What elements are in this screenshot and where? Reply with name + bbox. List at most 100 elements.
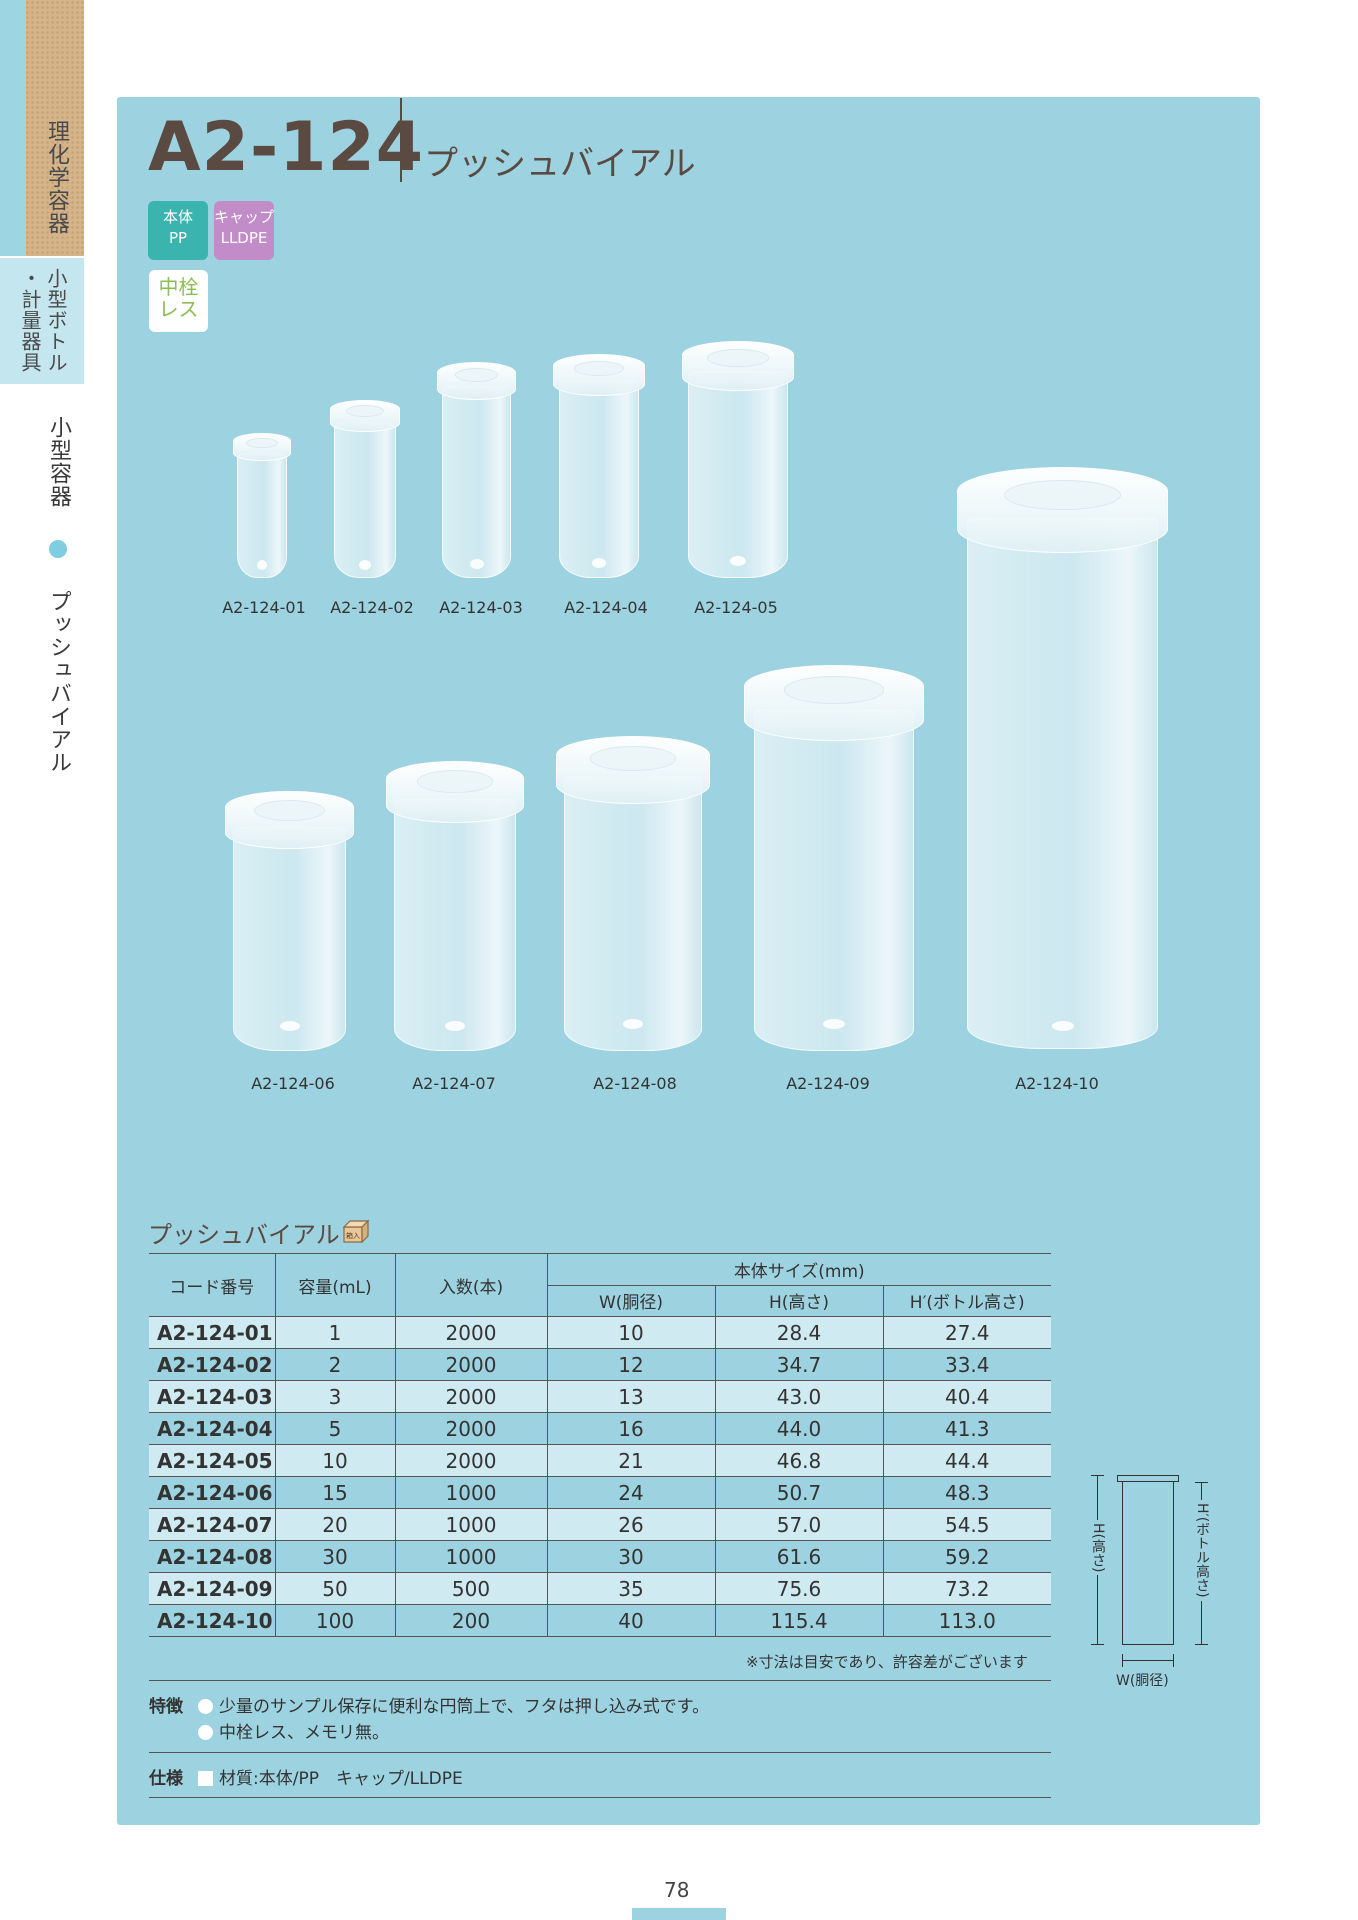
feature-item-1: 少量のサンプル保存に便利な円筒上で、フタは押し込み式です。 [198, 1692, 709, 1717]
vial-image-09 [744, 665, 924, 1051]
vial-image-01 [233, 433, 291, 578]
page-number: 78 [664, 1878, 690, 1902]
dimension-cap-outline [1117, 1475, 1179, 1482]
cell-quantity: 1000 [394, 1476, 547, 1509]
h-dimension-tick-bottom [1091, 1644, 1104, 1645]
product-code-title: A2-124 [148, 108, 425, 187]
header-quantity: 入数(本) [394, 1253, 547, 1317]
product-label-05: A2-124-05 [694, 598, 778, 617]
cell-w: 30 [546, 1540, 715, 1573]
category-tab-label: 理化学容器 [44, 120, 69, 235]
category-tab-edge [0, 0, 26, 256]
cell-code: A2-124-07 [149, 1508, 275, 1541]
table-title: プッシュバイアル [148, 1221, 340, 1249]
spec-text: 材質:本体/PP キャップ/LLDPE [219, 1769, 463, 1789]
product-label-07: A2-124-07 [412, 1074, 496, 1093]
h-dimension-tick-top [1091, 1475, 1104, 1476]
cell-quantity: 1000 [394, 1540, 547, 1573]
cell-w: 13 [546, 1380, 715, 1413]
vial-image-08 [556, 736, 710, 1051]
cell-w: 24 [546, 1476, 715, 1509]
body-badge-label: 本体 [162, 208, 193, 226]
bullet-dot-icon [49, 540, 67, 558]
cell-code: A2-124-03 [149, 1380, 275, 1413]
cell-capacity: 5 [274, 1412, 395, 1445]
vial-image-04 [553, 354, 645, 578]
title-divider [400, 98, 402, 182]
cell-code: A2-124-06 [149, 1476, 275, 1509]
section-item: プッシュバイアル [46, 590, 71, 774]
cell-capacity: 15 [274, 1476, 395, 1509]
cell-h: 61.6 [714, 1540, 883, 1573]
cell-h: 57.0 [714, 1508, 883, 1541]
vial-image-02 [330, 400, 400, 578]
w-dimension-tick-right [1173, 1654, 1174, 1667]
body-badge-material: PP [168, 229, 188, 247]
table-row: A2-124-10 100 200 40 115.4 113.0 [149, 1604, 1051, 1637]
bullet-circle-icon [198, 1699, 213, 1714]
cell-w: 12 [546, 1348, 715, 1381]
header-code: コード番号 [149, 1253, 275, 1317]
cell-code: A2-124-05 [149, 1444, 275, 1477]
spec-label: 仕様 [149, 1769, 183, 1789]
feature-text-2: 中栓レス、メモリ無。 [219, 1723, 389, 1743]
cell-h2: 40.4 [882, 1380, 1051, 1413]
table-row: A2-124-05 10 2000 21 46.8 44.4 [149, 1444, 1051, 1477]
cell-quantity: 2000 [394, 1380, 547, 1413]
product-label-01: A2-124-01 [222, 598, 306, 617]
cell-h2: 48.3 [882, 1476, 1051, 1509]
cap-material-badge: キャップ LLDPE [214, 201, 274, 260]
cell-h: 28.4 [714, 1316, 883, 1349]
cell-h2: 27.4 [882, 1316, 1051, 1349]
subcategory-tab-label-1: 小型ボトル [44, 268, 68, 373]
features-label: 特徴 [149, 1697, 183, 1717]
cell-h2: 73.2 [882, 1572, 1051, 1605]
cell-code: A2-124-02 [149, 1348, 275, 1381]
cell-w: 40 [546, 1604, 715, 1637]
cell-code: A2-124-09 [149, 1572, 275, 1605]
cell-w: 16 [546, 1412, 715, 1445]
h2-dimension-label: H′(ボトル高さ) [1192, 1500, 1212, 1601]
feature-item-2: 中栓レス、メモリ無。 [198, 1718, 389, 1743]
w-dimension-label: W(胴径) [1116, 1673, 1169, 1689]
spec-bottom-divider [149, 1797, 1051, 1798]
product-label-08: A2-124-08 [593, 1074, 677, 1093]
vial-image-05 [682, 341, 794, 578]
vial-image-06 [225, 791, 354, 1051]
cell-code: A2-124-08 [149, 1540, 275, 1573]
cell-code: A2-124-01 [149, 1316, 275, 1349]
table-row: A2-124-07 20 1000 26 57.0 54.5 [149, 1508, 1051, 1541]
section-name: 小型容器 [46, 416, 71, 508]
header-capacity: 容量(mL) [274, 1253, 395, 1317]
spec-top-divider [149, 1752, 1051, 1753]
subcategory-tab[interactable] [0, 258, 84, 384]
cell-h2: 41.3 [882, 1412, 1051, 1445]
cell-h: 75.6 [714, 1572, 883, 1605]
cell-w: 26 [546, 1508, 715, 1541]
box-icon-label: 箱入 [346, 1231, 360, 1240]
cell-quantity: 2000 [394, 1412, 547, 1445]
cap-badge-material: LLDPE [220, 229, 268, 247]
table-row: A2-124-09 50 500 35 75.6 73.2 [149, 1572, 1051, 1605]
w-dimension-line [1122, 1660, 1174, 1661]
product-label-06: A2-124-06 [251, 1074, 335, 1093]
table-row: A2-124-03 3 2000 13 43.0 40.4 [149, 1380, 1051, 1413]
category-tab[interactable] [0, 0, 84, 256]
cell-w: 10 [546, 1316, 715, 1349]
cell-h2: 33.4 [882, 1348, 1051, 1381]
table-row: A2-124-04 5 2000 16 44.0 41.3 [149, 1412, 1051, 1445]
table-row: A2-124-02 2 2000 12 34.7 33.4 [149, 1348, 1051, 1381]
cell-capacity: 1 [274, 1316, 395, 1349]
box-icon: 箱入 [342, 1219, 370, 1243]
cell-h: 43.0 [714, 1380, 883, 1413]
cell-quantity: 2000 [394, 1316, 547, 1349]
cell-h2: 59.2 [882, 1540, 1051, 1573]
table-row: A2-124-06 15 1000 24 50.7 48.3 [149, 1476, 1051, 1509]
cell-h: 50.7 [714, 1476, 883, 1509]
spec-item: 材質:本体/PP キャップ/LLDPE [198, 1764, 463, 1789]
h2-dimension-tick-top [1195, 1482, 1208, 1483]
header-h: H(高さ) [714, 1285, 883, 1317]
cell-quantity: 200 [394, 1604, 547, 1637]
cell-h: 44.0 [714, 1412, 883, 1445]
cell-h2: 44.4 [882, 1444, 1051, 1477]
